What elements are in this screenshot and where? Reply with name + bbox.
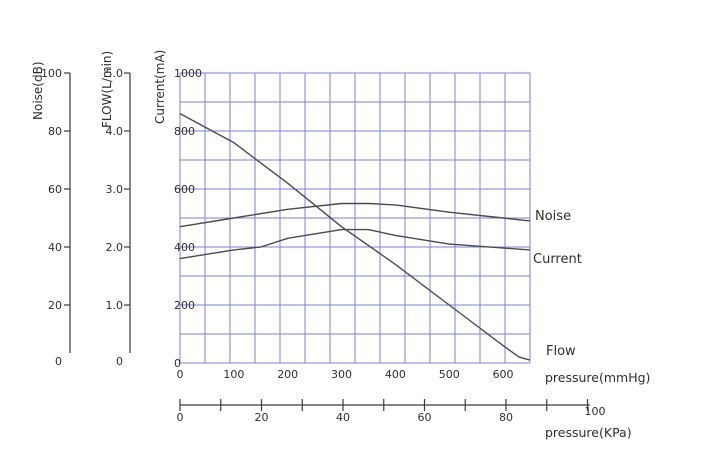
- series-lines: [179, 112, 531, 361]
- kpa-tick-label: 40: [336, 411, 350, 424]
- mmhg-tick-label: 300: [331, 368, 352, 381]
- noise-tick-label: 20: [48, 299, 62, 312]
- kpa-tick-label: 20: [255, 411, 269, 424]
- current-tick-label: 0: [174, 357, 181, 370]
- mmhg-tick-label: 100: [223, 368, 244, 381]
- noise-axis-title: Noise(dB): [31, 62, 45, 121]
- flow-tick-label: 2.0: [106, 241, 124, 254]
- flow-tick-label: 0: [116, 355, 123, 368]
- flow-tick-label: 5.0: [106, 67, 124, 80]
- mmhg-tick-label: 600: [493, 368, 514, 381]
- flow-tick-label: 1.0: [106, 299, 124, 312]
- mmhg-tick-label: 200: [277, 368, 298, 381]
- mmhg-tick-label: 0: [177, 368, 184, 381]
- current-axis-title: Current(mA): [153, 50, 167, 124]
- noise-tick-label: 60: [48, 183, 62, 196]
- kpa-axis-title: pressure(KPa): [545, 425, 632, 440]
- series-line-noise: [179, 202, 531, 228]
- mmhg-tick-label: 500: [439, 368, 460, 381]
- flow-tick-label: 4.0: [106, 125, 124, 138]
- axes: 1008060402005.04.03.02.01.00100080060040…: [31, 50, 650, 440]
- kpa-tick-label: 80: [499, 411, 513, 424]
- flow-tick-label: 3.0: [106, 183, 124, 196]
- labels: Noise Current Flow: [533, 209, 582, 359]
- flow-axis-title: FLOW(L/min): [100, 51, 114, 128]
- current-tick-label: 1000: [174, 67, 202, 80]
- noise-tick-label: 80: [48, 125, 62, 138]
- mmhg-axis-title: pressure(mmHg): [545, 370, 650, 385]
- series-label-flow: Flow: [546, 344, 576, 359]
- noise-tick-label: 100: [41, 67, 62, 80]
- series-line-current: [179, 228, 531, 260]
- series-line-flow: [179, 112, 531, 361]
- kpa-tick-label: 60: [418, 411, 432, 424]
- kpa-tick-label: 100: [585, 405, 606, 418]
- current-tick-label: 800: [174, 125, 195, 138]
- current-tick-label: 400: [174, 241, 195, 254]
- current-tick-label: 600: [174, 183, 195, 196]
- kpa-tick-label: 0: [177, 411, 184, 424]
- noise-tick-label: 40: [48, 241, 62, 254]
- noise-tick-label: 0: [55, 355, 62, 368]
- series-label-current: Current: [533, 252, 582, 267]
- current-tick-label: 200: [174, 299, 195, 312]
- mmhg-tick-label: 400: [385, 368, 406, 381]
- series-label-noise: Noise: [535, 209, 571, 224]
